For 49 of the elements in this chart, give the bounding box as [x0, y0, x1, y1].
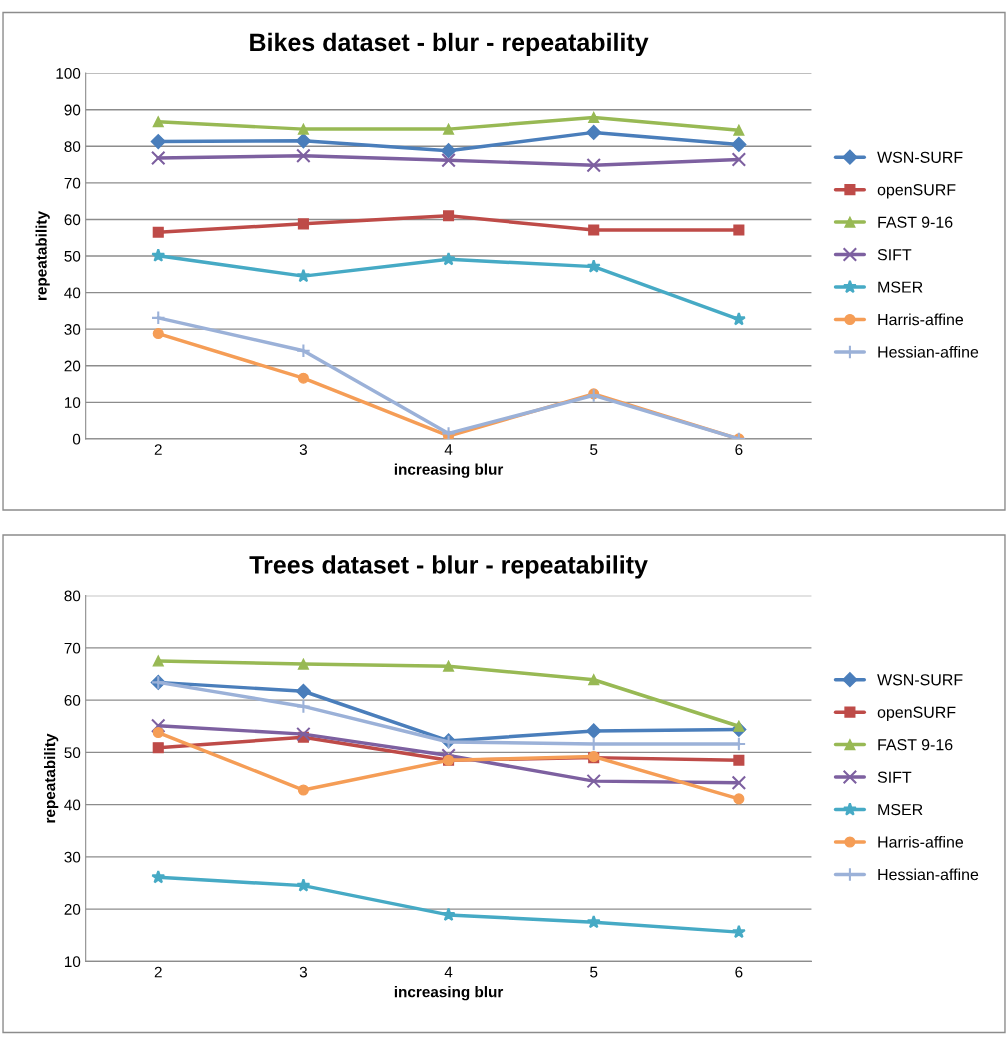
y-tick-label: 30 [64, 851, 81, 863]
y-tick-label: 50 [64, 747, 81, 759]
x-tick-label: 2 [154, 966, 162, 978]
chart-title: Trees dataset - blur - repeatability [249, 555, 648, 579]
y-tick-label: 60 [64, 214, 81, 226]
y-tick-label: 40 [64, 287, 81, 299]
y-tick-label: 80 [64, 141, 81, 152]
x-tick-label: 6 [735, 966, 743, 978]
legend-label: FAST 9-16 [878, 739, 953, 751]
y-tick-label: 90 [64, 104, 81, 116]
legend-label: SIFT [877, 771, 912, 783]
y-tick-label: 40 [64, 799, 81, 811]
x-axis-title: increasing blur [394, 463, 504, 478]
y-tick-label: 10 [64, 397, 81, 409]
x-tick-label: 3 [299, 444, 307, 455]
y-tick-label: 100 [56, 68, 81, 79]
x-tick-label: 2 [154, 444, 162, 455]
x-tick-label: 6 [735, 444, 743, 455]
y-tick-label: 20 [64, 360, 81, 372]
y-tick-label: 50 [64, 250, 81, 262]
x-tick-label: 4 [444, 444, 453, 455]
y-tick-label: 70 [64, 642, 81, 654]
legend-label: MSER [878, 803, 923, 816]
y-axis-title: repeatability [44, 733, 59, 823]
y-tick-label: 60 [64, 695, 81, 706]
y-tick-label: 20 [64, 904, 81, 915]
legend-label: Hessian-affine [878, 868, 979, 881]
y-tick-label: 10 [64, 956, 81, 968]
legend-label: openSURF [877, 184, 956, 199]
legend-label: FAST 9-16 [878, 216, 953, 228]
x-tick-label: 4 [444, 966, 453, 978]
legend-label: WSN-SURF [877, 151, 963, 163]
y-axis-title: repeatability [35, 211, 50, 301]
y-tick-label: 70 [64, 177, 81, 189]
chart-title: Bikes dataset - blur - repeatability [250, 32, 649, 57]
y-tick-label: 80 [64, 590, 81, 602]
legend-label: Harris-affine [878, 836, 964, 848]
y-tick-label: 30 [64, 324, 81, 335]
legend-label: MSER [878, 281, 923, 293]
legend-label: WSN-SURF [877, 674, 963, 686]
y-tick-label: 0 [72, 433, 81, 445]
legend-label: openSURF [877, 706, 956, 722]
legend-label: Harris-affine [878, 313, 964, 326]
legend-label: Hessian-affine [878, 345, 979, 358]
x-axis-title: increasing blur [394, 986, 504, 1001]
x-tick-label: 5 [590, 966, 598, 978]
x-tick-label: 5 [590, 444, 598, 455]
legend-label: SIFT [877, 249, 912, 261]
x-tick-label: 3 [299, 966, 307, 978]
